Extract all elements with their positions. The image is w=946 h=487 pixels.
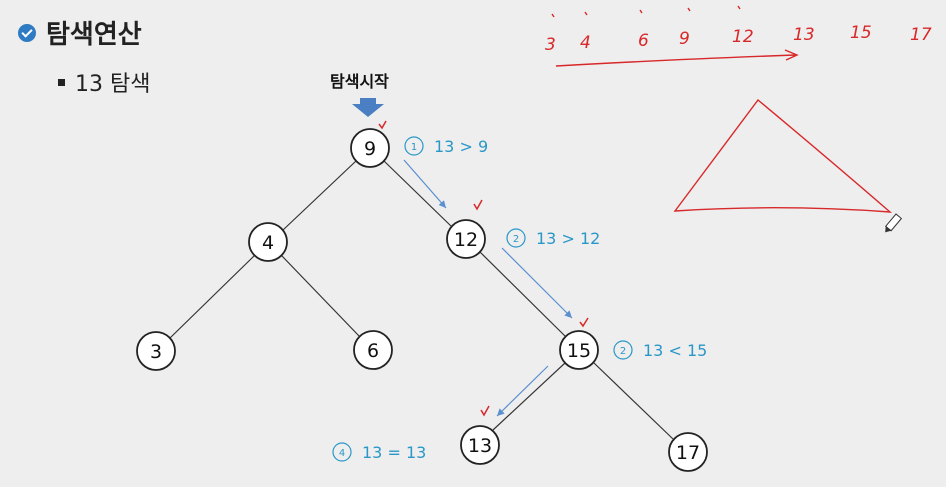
hand-number: 6	[638, 31, 649, 51]
hand-number: 15	[850, 23, 872, 43]
hand-number: 17	[910, 25, 932, 45]
handwritten-checkmarks	[378, 120, 589, 417]
step-text: 13 > 12	[536, 229, 600, 248]
node-label: 3	[150, 341, 162, 363]
edge-12-15	[479, 251, 567, 338]
step-number: 2	[513, 234, 519, 245]
edge-4-3	[169, 255, 255, 339]
step-number: 2	[620, 346, 626, 357]
path-arrow-2	[501, 247, 573, 319]
node-label: 15	[567, 340, 591, 362]
node-label: 6	[367, 340, 379, 362]
node-12	[446, 219, 486, 259]
node-17	[668, 432, 708, 472]
page-title: 탐색연산	[46, 20, 142, 50]
handwritten-arrow	[555, 49, 799, 67]
tick-marks	[551, 5, 741, 18]
step-text: 13 > 9	[434, 137, 488, 156]
check-mark-icon	[378, 120, 387, 130]
handwritten-sequence: 3 4 6 9 12 13 15 17	[545, 23, 932, 55]
hand-number: 12	[732, 27, 754, 47]
step-number-circle	[404, 136, 424, 156]
hand-number: 9	[679, 29, 690, 49]
check-mark-icon	[480, 405, 490, 417]
step-text: 13 = 13	[362, 443, 426, 462]
hand-number: 13	[793, 25, 815, 45]
edge-9-4	[282, 160, 357, 231]
node-label: 13	[468, 435, 492, 457]
check-circle-icon	[18, 23, 36, 42]
hand-number: 4	[580, 33, 591, 53]
node-4	[248, 222, 288, 262]
step-number: 1	[411, 142, 417, 153]
path-arrow-1	[403, 159, 447, 209]
handwritten-triangle	[673, 98, 893, 213]
subtitle-row: 13 탐색	[58, 66, 150, 98]
edge-15-17	[593, 362, 674, 440]
search-start-label: 탐색시작	[330, 72, 389, 91]
node-9	[350, 128, 390, 168]
edge-9-12	[383, 160, 453, 228]
edge-15-13	[492, 362, 566, 431]
step-number: 4	[339, 448, 345, 459]
node-label: 9	[364, 138, 376, 160]
hand-number: 3	[545, 35, 556, 55]
square-bullet-icon	[58, 78, 65, 86]
step-text: 13 < 15	[643, 341, 707, 360]
step-number-circle	[332, 442, 352, 462]
node-label: 4	[262, 232, 274, 254]
down-arrow-icon	[352, 98, 384, 117]
check-mark-icon	[579, 317, 589, 328]
pen-cursor-icon	[885, 213, 903, 233]
node-label: 17	[676, 442, 700, 464]
node-15	[559, 330, 599, 370]
subtitle: 13 탐색	[75, 72, 151, 97]
node-13	[460, 425, 500, 465]
check-mark-icon	[473, 199, 483, 211]
path-arrow-3	[496, 365, 549, 417]
node-label: 12	[454, 229, 478, 251]
step-number-circle	[506, 228, 526, 248]
tree-edges	[169, 160, 674, 440]
title-row: 탐색연산	[18, 14, 142, 51]
edge-4-6	[281, 255, 361, 338]
step-number-circle	[613, 340, 633, 360]
node-6	[353, 330, 393, 370]
node-3	[136, 331, 176, 371]
